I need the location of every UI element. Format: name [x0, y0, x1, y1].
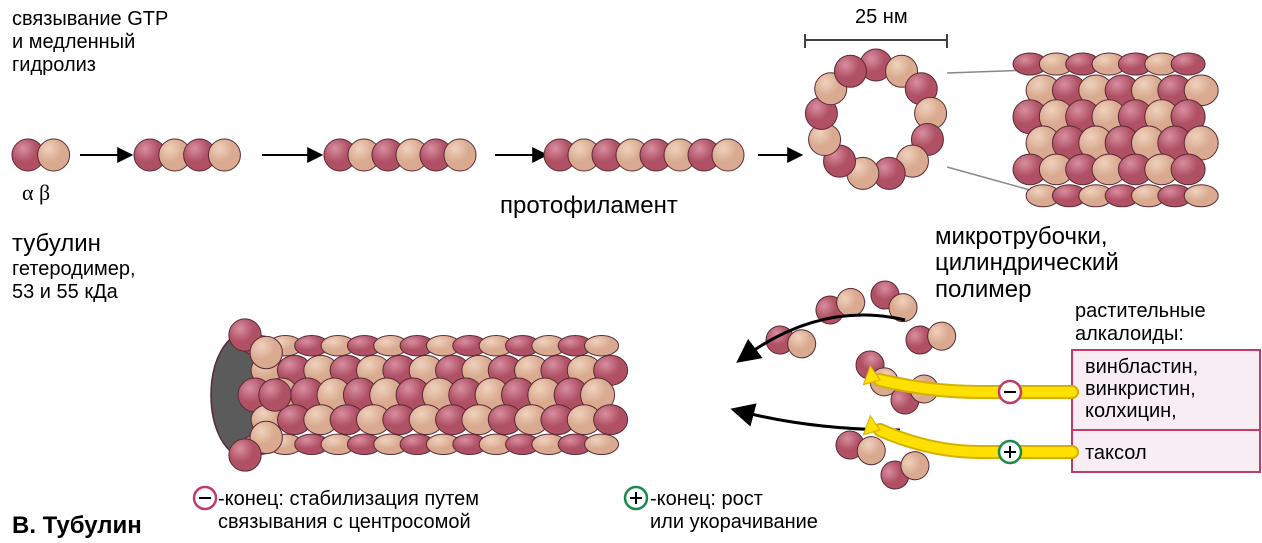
- minus-end-label: -конец: стабилизация путем связывания с …: [218, 488, 479, 534]
- gtp-binding-label: связывание GTP и медленный гидролиз: [12, 8, 168, 77]
- measure-label: 25 нм: [855, 6, 908, 29]
- alkaloids-promoter: таксол: [1085, 442, 1147, 465]
- tubulin-label: тубулин: [12, 230, 101, 258]
- protofilament-label: протофиламент: [500, 192, 678, 220]
- heterodimer-label: гетеродимер, 53 и 55 кДа: [12, 258, 136, 304]
- plus-end-label: -конец: рост или укорачивание: [650, 488, 818, 534]
- microtubule-label: микротрубочки, цилиндрический полимер: [935, 224, 1119, 303]
- alkaloids-inhibitors: винбластин, винкристин, колхицин,: [1085, 356, 1198, 422]
- alkaloids-title: растительные алкалоиды:: [1075, 300, 1206, 346]
- alpha-beta-label: α β: [22, 180, 50, 206]
- panel-label: В. Тубулин: [12, 512, 142, 540]
